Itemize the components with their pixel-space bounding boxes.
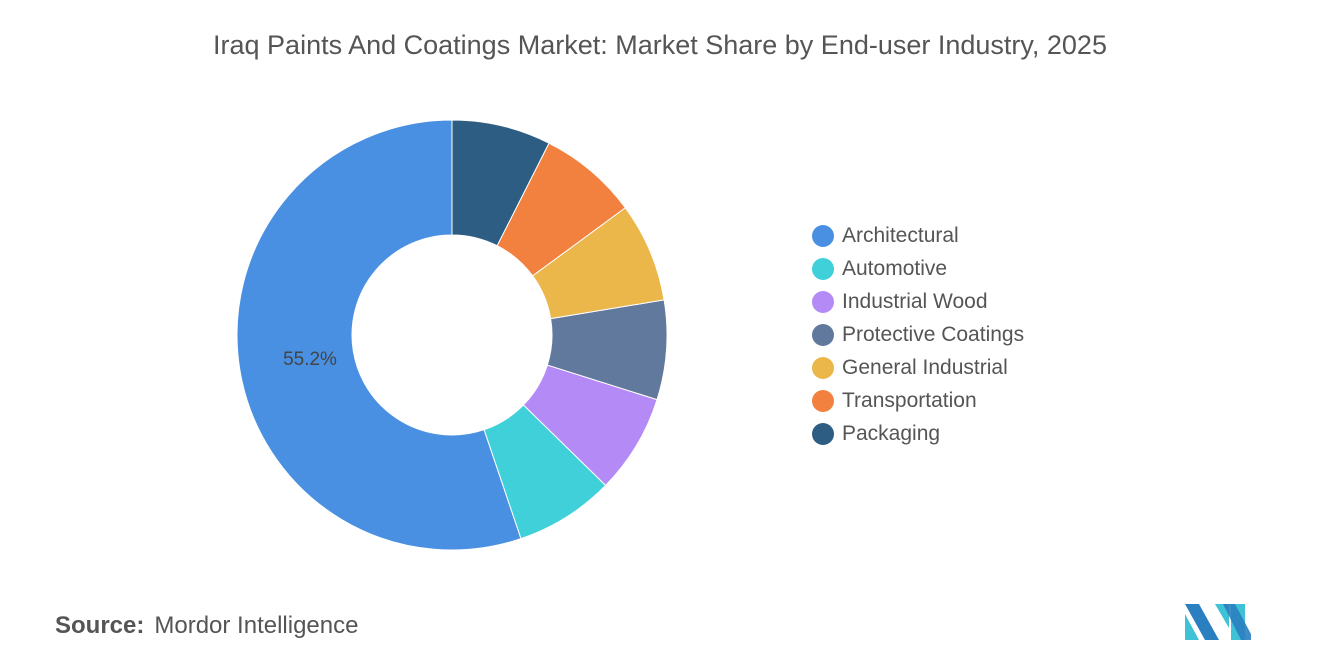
slice-packaging: [451, 119, 550, 247]
legend-item: Industrial Wood: [812, 285, 1024, 318]
legend: Architectural Automotive Industrial Wood Pr…: [812, 219, 1024, 450]
legend-item: Protective Coatings: [812, 318, 1024, 351]
legend-item: General Industrial: [812, 351, 1024, 384]
donut-chart: 55.2%: [236, 119, 668, 551]
legend-swatch: [812, 290, 834, 313]
legend-swatch: [812, 422, 834, 445]
legend-label: General Industrial: [842, 355, 1008, 379]
legend-label: Transportation: [842, 388, 977, 412]
legend-label: Automotive: [842, 256, 948, 280]
source-note: Source: Mordor Intelligence: [55, 612, 358, 640]
legend-swatch: [812, 257, 834, 280]
legend-swatch: [812, 389, 834, 412]
legend-swatch: [812, 224, 834, 247]
legend-swatch: [812, 356, 834, 379]
data-label: 55.2%: [283, 349, 337, 370]
legend-item: Packaging: [812, 417, 1024, 450]
legend-label: Architectural: [842, 223, 959, 247]
source-label: Source:: [55, 612, 145, 639]
slice-architectural: [236, 119, 522, 551]
legend-label: Protective Coatings: [842, 322, 1025, 346]
chart-title: Iraq Paints And Coatings Market: Market …: [213, 30, 1107, 60]
source-text: Mordor Intelligence: [154, 612, 359, 639]
legend-label: Industrial Wood: [842, 289, 988, 313]
legend-item: Automotive: [812, 252, 1024, 285]
mordor-logo: [1185, 604, 1251, 640]
legend-item: Architectural: [812, 219, 1024, 252]
legend-item: Transportation: [812, 384, 1024, 417]
legend-swatch: [812, 323, 834, 346]
legend-label: Packaging: [842, 421, 941, 445]
